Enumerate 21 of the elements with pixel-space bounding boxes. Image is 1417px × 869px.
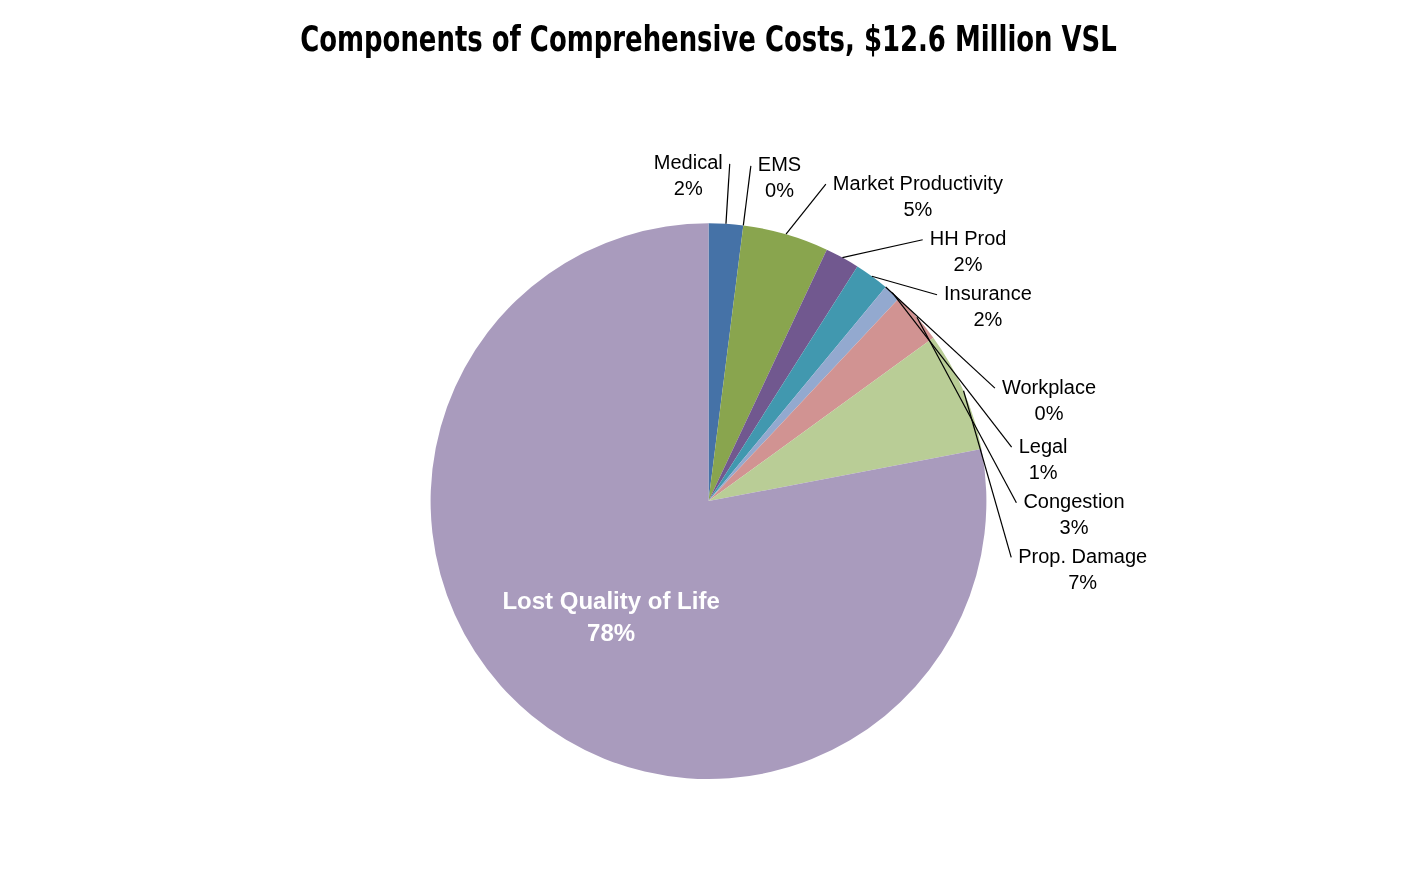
slice-label: Congestion bbox=[1023, 490, 1125, 513]
slice-label: Market Productivity bbox=[832, 171, 1003, 194]
data-label: 1% bbox=[1028, 460, 1058, 483]
slice-label: Insurance bbox=[944, 282, 1032, 305]
slice-label: Legal bbox=[1018, 434, 1068, 457]
slice-label: HH Prod bbox=[929, 227, 1007, 250]
slice-label: Prop. Damage bbox=[1018, 544, 1148, 567]
data-label: 7% bbox=[1068, 570, 1098, 593]
data-label: 2% bbox=[673, 177, 703, 200]
chart-title: Components of Comprehensive Costs, $12.6 Million VSL bbox=[300, 17, 1117, 59]
category-label: Workplace bbox=[1001, 375, 1097, 398]
data-label: 5% bbox=[903, 197, 933, 220]
text: 0% bbox=[1034, 401, 1064, 424]
slice-label: Lost Quality of Life bbox=[502, 587, 720, 615]
text: 0% bbox=[765, 179, 794, 202]
data-label: 78% bbox=[587, 619, 636, 647]
data-label: 3% bbox=[1059, 516, 1089, 539]
data-label: 2% bbox=[953, 253, 983, 276]
data-label: 2% bbox=[973, 308, 1003, 331]
slice-label: Medical bbox=[653, 151, 723, 174]
category-label: EMS bbox=[757, 153, 802, 176]
